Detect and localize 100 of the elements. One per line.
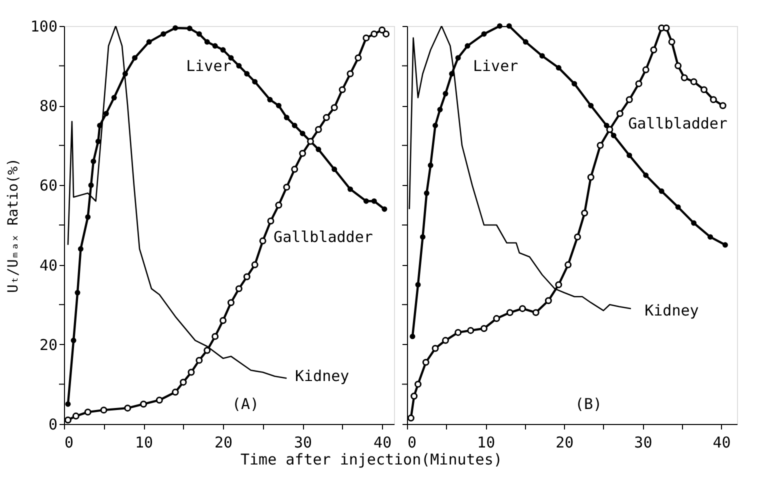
point bbox=[196, 356, 203, 364]
annotation: (A) bbox=[232, 395, 260, 414]
point bbox=[428, 162, 434, 168]
point bbox=[354, 54, 362, 62]
point bbox=[314, 126, 322, 133]
point bbox=[382, 30, 390, 38]
series-label: Gallbladder bbox=[274, 228, 373, 246]
point bbox=[140, 400, 148, 408]
series-label: Liver bbox=[473, 56, 518, 75]
y-tick-label: 80 bbox=[39, 97, 58, 116]
point bbox=[259, 237, 266, 244]
point bbox=[124, 404, 132, 412]
point bbox=[251, 261, 258, 268]
point bbox=[616, 110, 624, 118]
annotation: (B) bbox=[574, 395, 602, 414]
point bbox=[588, 102, 594, 108]
point bbox=[103, 110, 109, 116]
point bbox=[160, 31, 166, 37]
point bbox=[220, 47, 226, 53]
point bbox=[587, 174, 594, 181]
point bbox=[228, 299, 234, 306]
point bbox=[332, 166, 338, 172]
point bbox=[220, 317, 227, 324]
point bbox=[642, 66, 650, 74]
y-tick-label: 0 bbox=[48, 416, 58, 434]
point bbox=[519, 305, 526, 312]
point bbox=[555, 281, 562, 288]
point bbox=[338, 86, 346, 94]
point bbox=[188, 368, 195, 376]
point bbox=[635, 80, 642, 88]
point bbox=[420, 234, 426, 240]
point bbox=[74, 290, 80, 296]
point bbox=[204, 346, 211, 354]
x-tick-label: 40 bbox=[374, 434, 392, 452]
point bbox=[626, 96, 633, 104]
point bbox=[316, 146, 322, 152]
y-axis-title: Uₜ/Uₘₐₓ Ratio(%) bbox=[5, 158, 22, 293]
series-label: Kidney bbox=[644, 302, 699, 320]
x-tick-label: 40 bbox=[712, 434, 731, 452]
point bbox=[307, 138, 314, 145]
point bbox=[410, 392, 418, 400]
point bbox=[236, 63, 242, 69]
point bbox=[532, 309, 540, 316]
point bbox=[212, 332, 219, 340]
point bbox=[186, 26, 192, 32]
point bbox=[346, 70, 354, 78]
point bbox=[690, 78, 698, 86]
point bbox=[610, 132, 616, 138]
point bbox=[172, 25, 178, 31]
point bbox=[300, 130, 306, 136]
x-tick-label: 30 bbox=[294, 434, 312, 452]
point bbox=[539, 53, 545, 59]
point bbox=[522, 39, 528, 45]
point bbox=[442, 90, 448, 96]
point bbox=[180, 378, 187, 386]
point bbox=[267, 96, 273, 102]
point bbox=[496, 23, 502, 29]
point bbox=[88, 182, 94, 188]
point bbox=[322, 114, 330, 122]
y-tick-label: 20 bbox=[39, 336, 58, 354]
point bbox=[378, 26, 386, 34]
x-axis-title: Time after injection(Minutes) bbox=[240, 450, 502, 468]
point bbox=[370, 30, 378, 38]
point bbox=[455, 55, 461, 61]
point bbox=[662, 24, 670, 32]
point bbox=[674, 62, 682, 70]
point bbox=[493, 315, 500, 322]
point bbox=[146, 39, 152, 45]
point bbox=[267, 218, 274, 225]
point bbox=[643, 172, 649, 178]
point bbox=[606, 126, 614, 133]
point bbox=[196, 31, 202, 37]
point bbox=[506, 23, 512, 29]
x-tick-label: 10 bbox=[477, 434, 496, 452]
point bbox=[710, 96, 717, 104]
point bbox=[700, 86, 708, 94]
point bbox=[243, 273, 250, 280]
point bbox=[70, 338, 76, 344]
x-tick-label: 20 bbox=[556, 434, 574, 452]
point bbox=[64, 416, 72, 424]
point bbox=[454, 328, 462, 336]
point bbox=[675, 204, 681, 210]
point bbox=[424, 190, 430, 196]
point bbox=[432, 122, 438, 128]
point bbox=[407, 414, 414, 422]
point bbox=[172, 388, 179, 396]
point bbox=[330, 104, 338, 112]
point bbox=[680, 74, 688, 82]
point bbox=[291, 166, 298, 173]
point bbox=[90, 158, 96, 164]
point bbox=[708, 234, 714, 240]
point bbox=[84, 408, 92, 416]
point bbox=[156, 396, 163, 404]
point bbox=[564, 261, 572, 268]
point bbox=[481, 31, 487, 37]
point bbox=[467, 326, 474, 334]
point bbox=[276, 102, 282, 108]
series-label: Gallbladder bbox=[628, 114, 728, 133]
point bbox=[371, 198, 377, 204]
y-tick-label: 40 bbox=[39, 256, 58, 274]
